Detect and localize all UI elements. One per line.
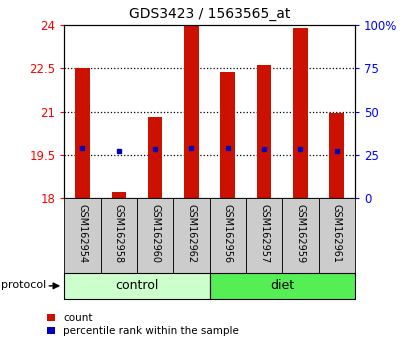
Title: GDS3423 / 1563565_at: GDS3423 / 1563565_at [129, 7, 290, 21]
Bar [64, 273, 210, 299]
Text: GSM162959: GSM162959 [295, 204, 305, 263]
Text: diet: diet [270, 279, 294, 292]
Bar [184, 5, 199, 198]
Bar [64, 198, 101, 273]
Text: GSM162960: GSM162960 [150, 204, 160, 263]
Bar [319, 198, 355, 273]
Text: GSM162954: GSM162954 [78, 204, 88, 263]
Bar [112, 193, 126, 198]
Bar [75, 68, 90, 198]
Bar [220, 73, 235, 198]
Text: GSM162957: GSM162957 [259, 204, 269, 263]
Bar [210, 198, 246, 273]
Bar [100, 198, 137, 273]
Bar [246, 198, 282, 273]
Bar [148, 117, 162, 198]
Bar [330, 113, 344, 198]
Text: GSM162961: GSM162961 [332, 204, 342, 263]
Text: protocol: protocol [1, 280, 46, 290]
Bar [257, 65, 271, 198]
Bar [282, 198, 319, 273]
Bar [137, 198, 173, 273]
Legend: count, percentile rank within the sample: count, percentile rank within the sample [47, 313, 239, 336]
Bar [210, 273, 355, 299]
Bar [293, 28, 308, 198]
Text: GSM162956: GSM162956 [223, 204, 233, 263]
Text: GSM162962: GSM162962 [186, 204, 196, 263]
Bar [173, 198, 210, 273]
Text: control: control [115, 279, 159, 292]
Text: GSM162958: GSM162958 [114, 204, 124, 263]
